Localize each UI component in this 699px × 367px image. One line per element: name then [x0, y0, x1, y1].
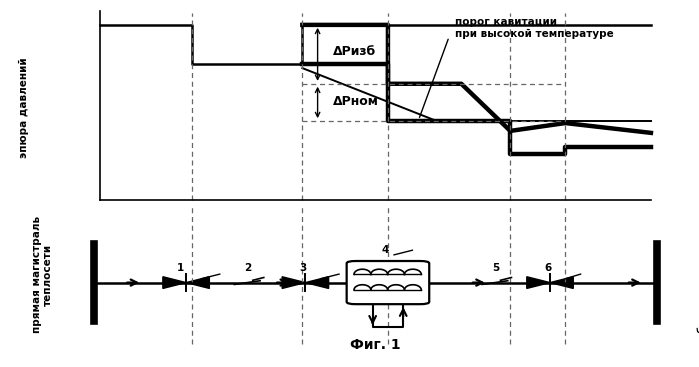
Text: прямая магистраль
теплосети: прямая магистраль теплосети	[31, 216, 53, 334]
Polygon shape	[550, 277, 573, 288]
Text: 6: 6	[544, 264, 551, 273]
Text: 4: 4	[382, 244, 389, 255]
Text: Фиг. 1: Фиг. 1	[350, 338, 401, 352]
Text: ΔРном: ΔРном	[333, 95, 379, 108]
Text: 2: 2	[244, 264, 252, 273]
Polygon shape	[163, 277, 186, 288]
Text: порог кавитации
при высокой температуре: порог кавитации при высокой температуре	[455, 17, 614, 39]
Polygon shape	[527, 277, 550, 288]
Text: эпюра давлений: эпюра давлений	[19, 57, 29, 158]
Polygon shape	[282, 277, 305, 288]
Text: 1: 1	[177, 264, 184, 273]
FancyBboxPatch shape	[347, 261, 429, 304]
Text: 5: 5	[492, 264, 499, 273]
Text: обратная магистраль
теплосети: обратная магистраль теплосети	[698, 210, 699, 340]
Polygon shape	[186, 277, 210, 288]
Polygon shape	[305, 277, 329, 288]
Text: ΔРизб: ΔРизб	[333, 45, 376, 58]
Text: 3: 3	[299, 264, 306, 273]
